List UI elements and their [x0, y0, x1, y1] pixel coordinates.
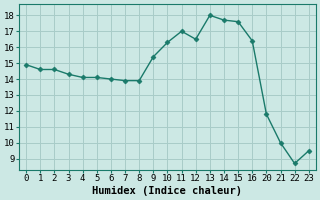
X-axis label: Humidex (Indice chaleur): Humidex (Indice chaleur): [92, 186, 243, 196]
